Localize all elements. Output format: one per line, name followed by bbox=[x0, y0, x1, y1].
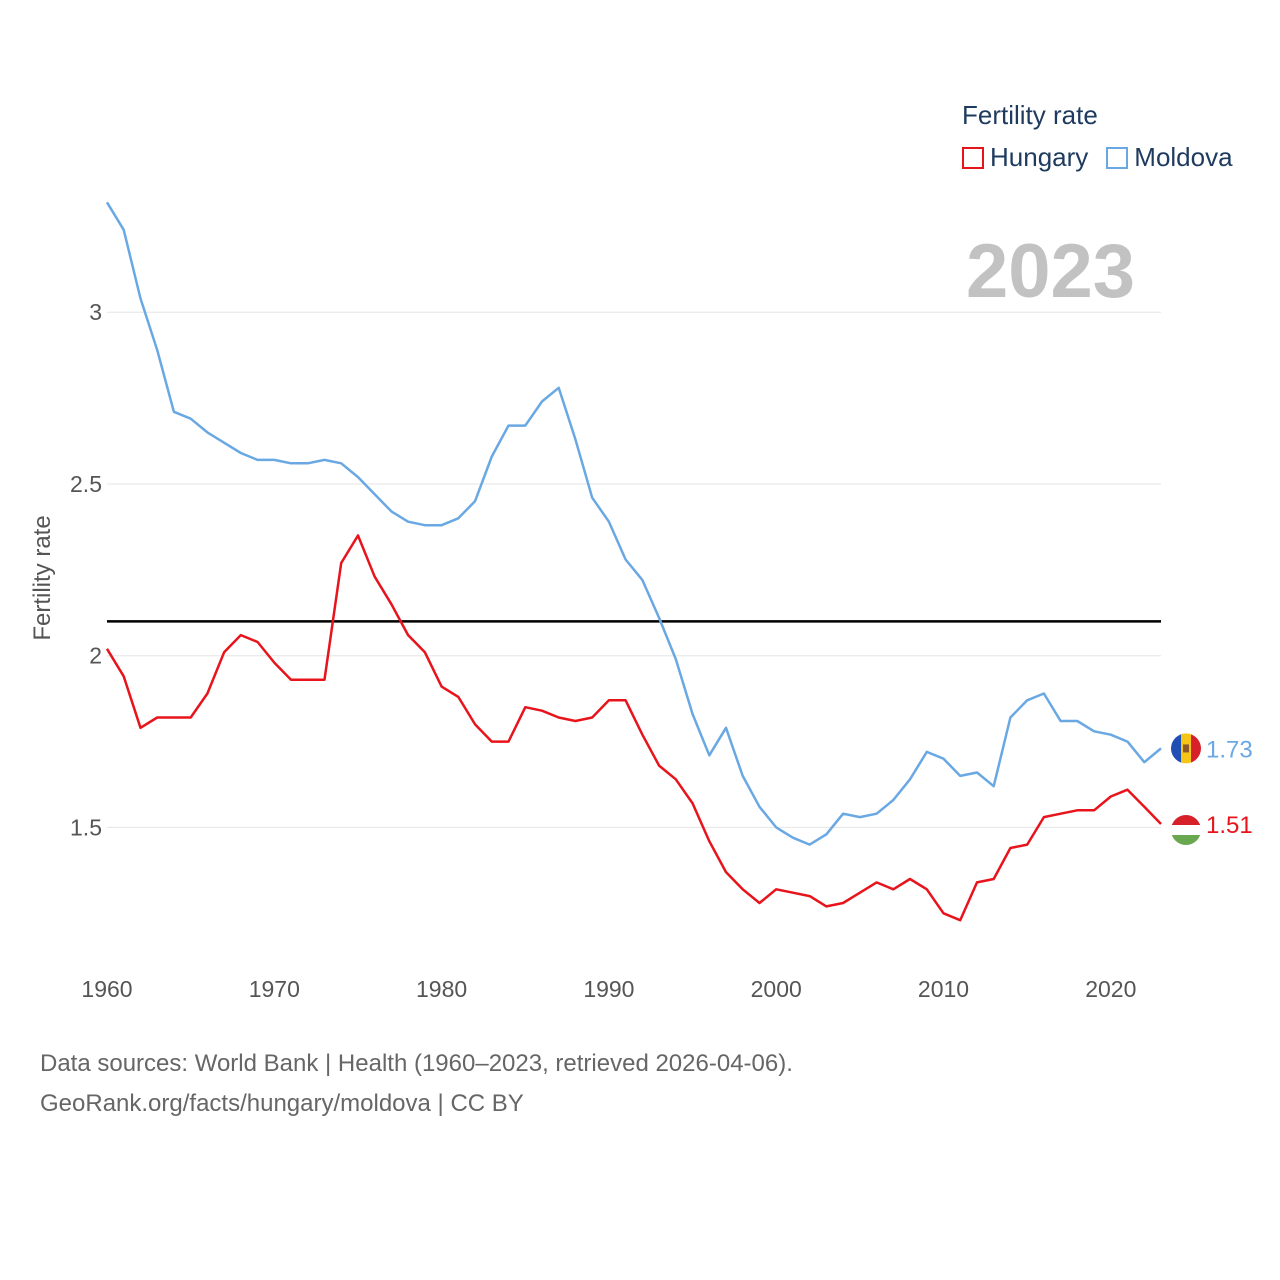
legend-label-moldova: Moldova bbox=[1134, 142, 1233, 172]
legend-item-moldova[interactable]: Moldova bbox=[1106, 142, 1233, 173]
source-line-1: Data sources: World Bank | Health (1960–… bbox=[40, 1050, 793, 1077]
source-note: Data sources: World Bank | Health (1960–… bbox=[40, 1044, 793, 1124]
x-axis-ticks: 1960 1970 1980 1990 2000 2010 2020 bbox=[81, 976, 1136, 1002]
x-tick-label: 2020 bbox=[1085, 976, 1136, 1002]
legend-item-hungary[interactable]: Hungary bbox=[962, 142, 1088, 173]
legend-label-hungary: Hungary bbox=[990, 142, 1089, 172]
end-value-label-hungary: 1.51 bbox=[1206, 812, 1253, 839]
source-line-2: GeoRank.org/facts/hungary/moldova | CC B… bbox=[40, 1090, 524, 1117]
x-tick-label: 2010 bbox=[918, 976, 969, 1002]
end-markers: 1.73 1.51 bbox=[1171, 733, 1253, 845]
gridlines bbox=[107, 311, 1161, 828]
y-tick-label: 1.5 bbox=[70, 814, 102, 840]
y-tick-label: 2 bbox=[89, 643, 102, 669]
year-label: 2023 bbox=[966, 229, 1136, 314]
x-tick-label: 2000 bbox=[751, 976, 802, 1002]
flag-hungary-icon bbox=[1171, 815, 1201, 845]
x-tick-label: 1960 bbox=[81, 976, 132, 1002]
x-tick-label: 1990 bbox=[583, 976, 634, 1002]
y-axis-title: Fertility rate bbox=[29, 515, 56, 640]
legend-swatch-moldova bbox=[1106, 146, 1129, 169]
legend: Hungary Moldova bbox=[962, 142, 1251, 173]
flag-moldova-icon bbox=[1171, 733, 1201, 764]
legend-title: Fertility rate bbox=[962, 100, 1098, 130]
y-tick-label: 2.5 bbox=[70, 471, 102, 497]
x-tick-label: 1970 bbox=[249, 976, 300, 1002]
y-axis-ticks: 1.5 2 2.5 3 bbox=[70, 299, 102, 840]
series-line-hungary bbox=[105, 534, 1162, 922]
y-tick-label: 3 bbox=[89, 299, 102, 325]
x-tick-label: 1980 bbox=[416, 976, 467, 1002]
series-line-moldova bbox=[105, 201, 1162, 846]
legend-swatch-hungary bbox=[962, 146, 984, 169]
series-lines bbox=[105, 201, 1162, 922]
end-value-label-moldova: 1.73 bbox=[1206, 736, 1253, 763]
